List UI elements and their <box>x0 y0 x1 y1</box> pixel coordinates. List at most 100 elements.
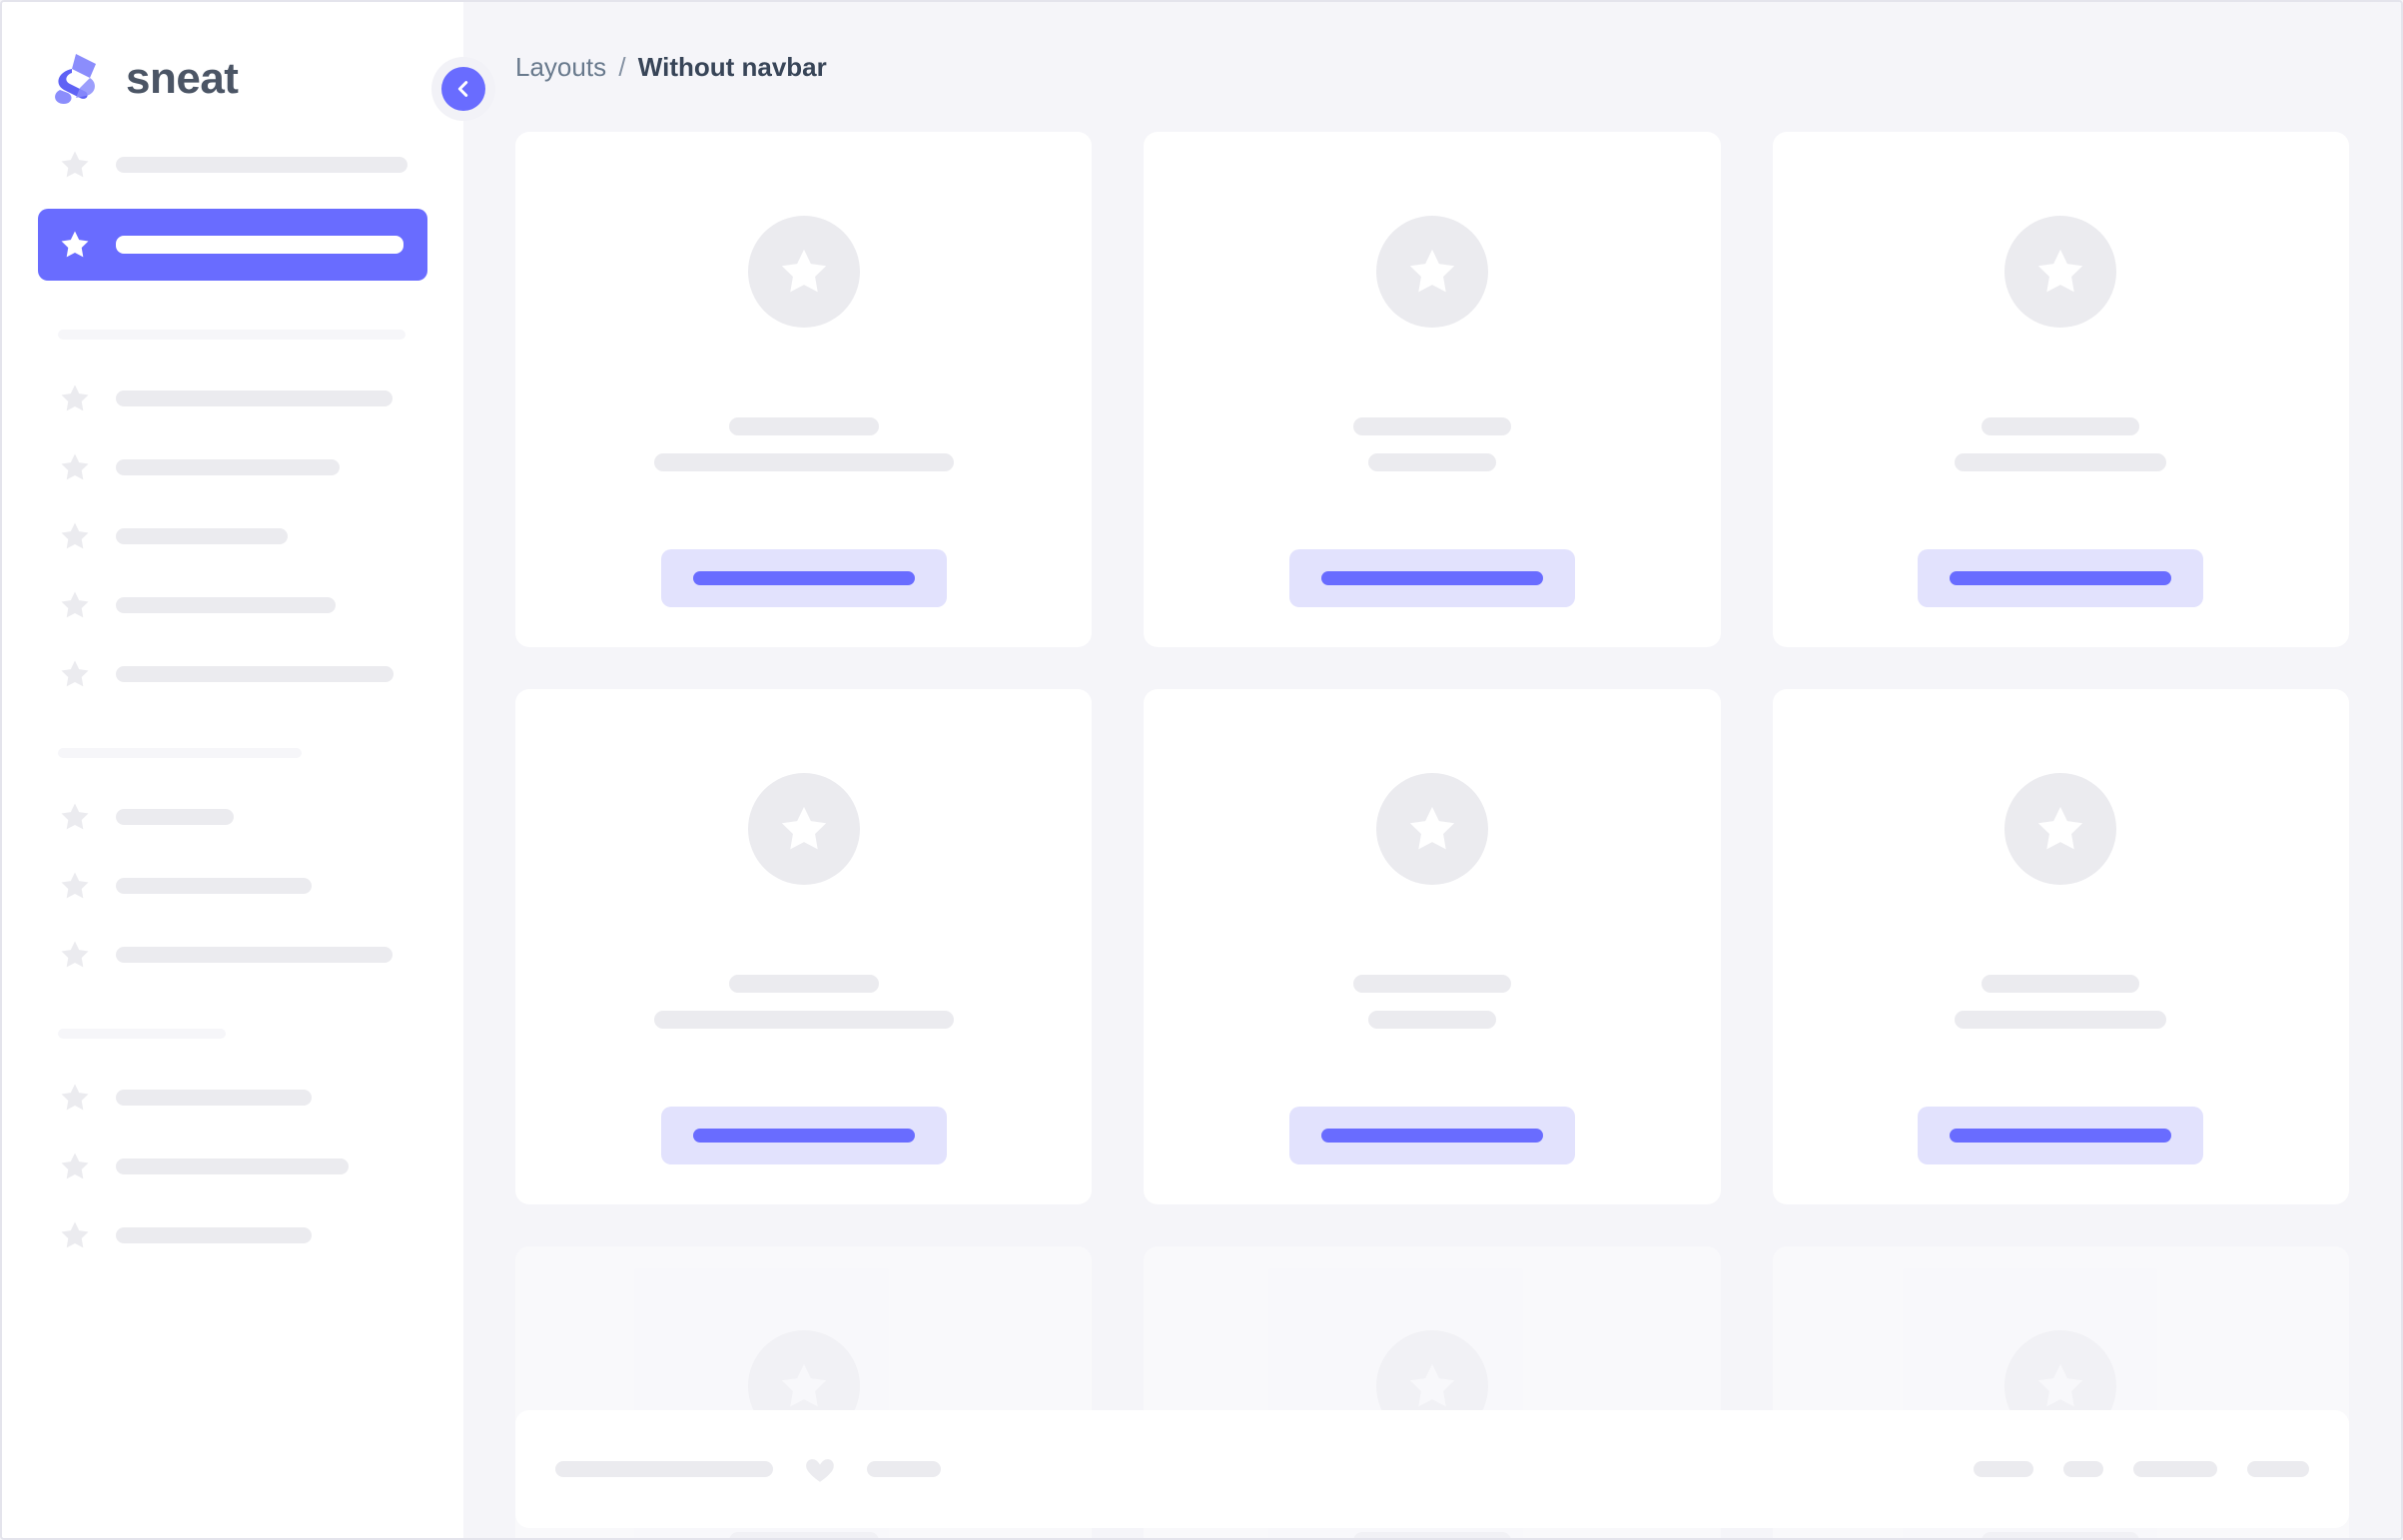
card-action-button[interactable] <box>1918 1107 2204 1164</box>
sidebar-item[interactable] <box>38 511 427 561</box>
breadcrumb-current: Without navbar <box>637 52 827 82</box>
breadcrumb-parent[interactable]: Layouts <box>515 52 607 82</box>
skeleton-card[interactable] <box>1144 689 1721 1204</box>
heart-icon <box>803 1452 837 1486</box>
sidebar: sneat <box>2 2 495 1538</box>
star-icon <box>58 869 92 903</box>
sidebar-item[interactable] <box>38 1210 427 1260</box>
card-subtitle-placeholder <box>653 1011 954 1029</box>
brand-name: sneat <box>126 54 239 103</box>
card-action-button[interactable] <box>660 549 947 607</box>
star-icon <box>58 800 92 834</box>
skeleton-card[interactable] <box>515 132 1093 647</box>
star-icon <box>58 1081 92 1115</box>
skeleton-card[interactable] <box>1144 132 1721 647</box>
card-avatar <box>1375 216 1488 328</box>
sidebar-item-label-placeholder <box>116 236 403 254</box>
card-title-placeholder <box>1982 975 2140 993</box>
star-icon <box>58 148 92 182</box>
footer-left-group <box>555 1452 941 1486</box>
card-avatar <box>1375 773 1488 885</box>
sidebar-item-label-placeholder <box>116 809 234 825</box>
menu-spacer <box>38 340 427 374</box>
card-grid <box>515 132 2349 1538</box>
card-avatar <box>2004 216 2117 328</box>
sidebar-item[interactable] <box>38 580 427 630</box>
chevron-left-icon <box>441 67 485 111</box>
menu-spacer <box>38 1126 427 1142</box>
sidebar-item[interactable] <box>38 649 427 699</box>
sidebar-collapse-toggle[interactable] <box>431 57 495 121</box>
card-avatar <box>2004 773 2117 885</box>
breadcrumb-separator: / <box>618 52 626 82</box>
sidebar-item[interactable] <box>38 930 427 980</box>
sidebar-item[interactable] <box>38 1142 427 1191</box>
card-action-button[interactable] <box>1288 549 1575 607</box>
brand-header[interactable]: sneat <box>2 2 463 112</box>
card-button-label-placeholder <box>1320 571 1543 585</box>
sidebar-section-divider <box>58 1029 226 1039</box>
menu-spacer <box>38 758 427 792</box>
star-icon <box>58 1150 92 1183</box>
sidebar-item-active[interactable] <box>38 209 427 281</box>
star-icon <box>58 657 92 691</box>
main-content: Layouts / Without navbar <box>463 2 2401 1538</box>
sidebar-item[interactable] <box>38 1073 427 1123</box>
footer-bar <box>515 1410 2349 1528</box>
card-avatar <box>747 773 860 885</box>
star-icon <box>58 938 92 972</box>
card-action-button[interactable] <box>1288 1107 1575 1164</box>
menu-spacer <box>38 1039 427 1073</box>
sidebar-section-divider <box>58 748 302 758</box>
card-title-placeholder <box>1352 417 1511 435</box>
menu-spacer <box>38 284 427 330</box>
card-title-placeholder <box>1352 1532 1511 1538</box>
menu-spacer <box>38 564 427 580</box>
sidebar-item[interactable] <box>38 792 427 842</box>
sidebar-item[interactable] <box>38 374 427 423</box>
card-title-placeholder <box>1982 417 2140 435</box>
sidebar-item[interactable] <box>38 861 427 911</box>
skeleton-card[interactable] <box>1772 132 2349 647</box>
sidebar-item-label-placeholder <box>116 459 340 475</box>
sidebar-item[interactable] <box>38 442 427 492</box>
footer-text-placeholder <box>1974 1461 2033 1477</box>
card-title-placeholder <box>728 1532 879 1538</box>
sidebar-item-label-placeholder <box>116 947 393 963</box>
card-subtitle-placeholder <box>1367 453 1496 471</box>
menu-spacer <box>38 702 427 748</box>
sidebar-item-label-placeholder <box>116 878 312 894</box>
menu-spacer <box>38 914 427 930</box>
menu-spacer <box>38 495 427 511</box>
menu-spacer <box>38 845 427 861</box>
star-icon <box>58 450 92 484</box>
footer-text-placeholder <box>2063 1461 2103 1477</box>
card-avatar <box>747 216 860 328</box>
sidebar-item-label-placeholder <box>116 666 394 682</box>
skeleton-card[interactable] <box>515 689 1093 1204</box>
skeleton-card[interactable] <box>1772 689 2349 1204</box>
footer-text-placeholder <box>2247 1461 2309 1477</box>
card-action-button[interactable] <box>660 1107 947 1164</box>
card-button-label-placeholder <box>692 571 915 585</box>
sidebar-item-label-placeholder <box>116 157 407 173</box>
footer-text-placeholder <box>555 1461 773 1477</box>
star-icon <box>58 382 92 415</box>
card-action-button[interactable] <box>1918 549 2204 607</box>
footer-text-placeholder <box>2133 1461 2217 1477</box>
menu-spacer <box>38 193 427 209</box>
star-icon <box>58 588 92 622</box>
card-button-label-placeholder <box>1950 1129 2172 1143</box>
card-subtitle-placeholder <box>1367 1011 1496 1029</box>
sidebar-item-label-placeholder <box>116 390 393 406</box>
card-button-label-placeholder <box>692 1129 915 1143</box>
menu-spacer <box>38 983 427 1029</box>
sidebar-item-label-placeholder <box>116 1090 312 1106</box>
breadcrumb: Layouts / Without navbar <box>463 2 2401 80</box>
card-subtitle-placeholder <box>1955 1011 2167 1029</box>
star-icon <box>58 519 92 553</box>
menu-spacer <box>38 1194 427 1210</box>
sidebar-item[interactable] <box>38 140 427 190</box>
star-icon <box>58 228 92 262</box>
